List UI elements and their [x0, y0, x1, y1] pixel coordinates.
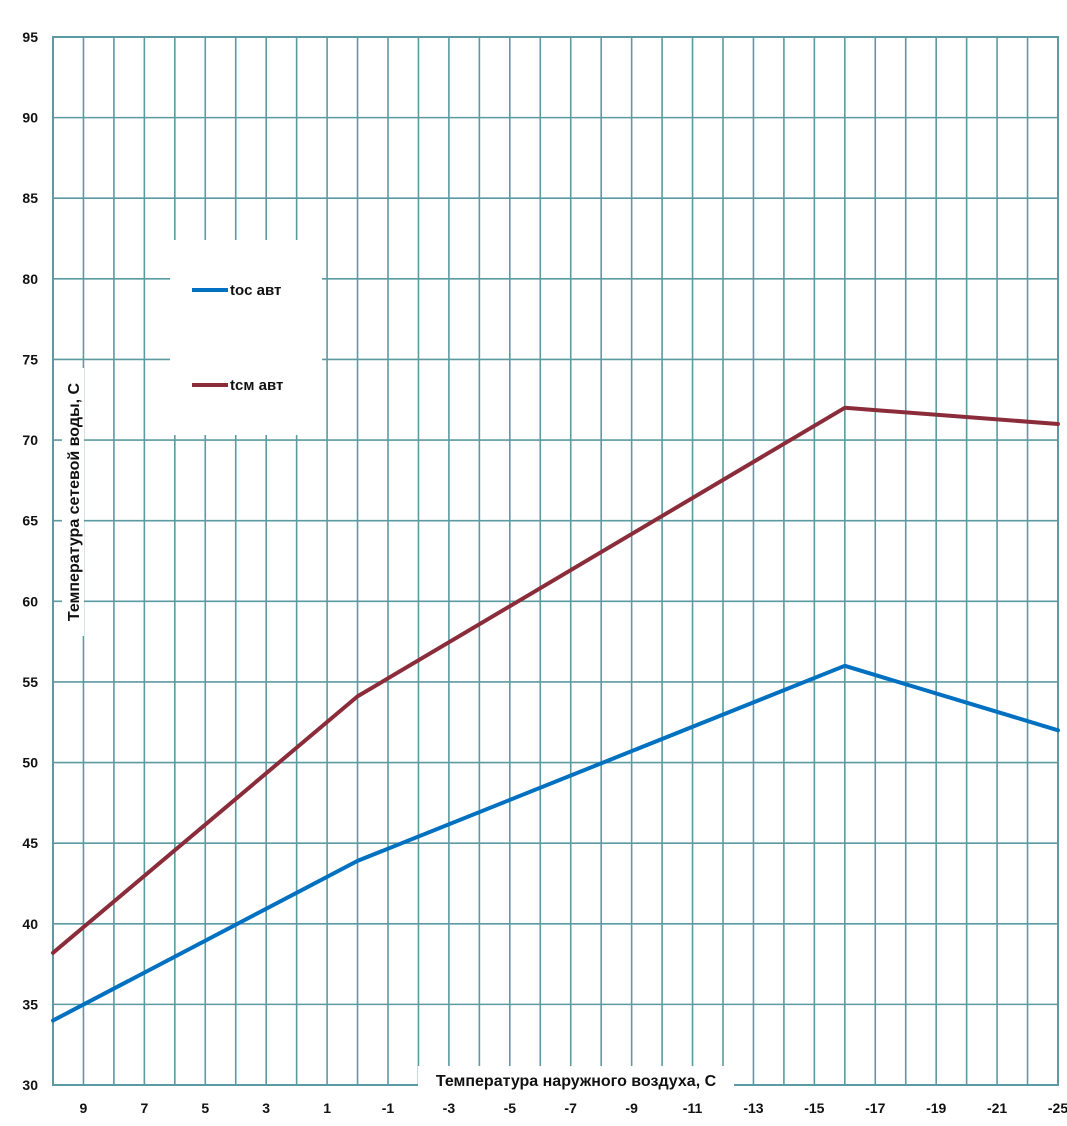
x-axis-title-background: [418, 1066, 734, 1092]
x-tick-label: -1: [382, 1100, 395, 1116]
x-tick-label: -11: [683, 1100, 703, 1116]
grid-layer: [52, 36, 1059, 1086]
y-tick-label: 60: [22, 593, 38, 609]
x-tick-label: -5: [504, 1100, 517, 1116]
y-tick-label: 50: [22, 755, 38, 771]
series-line-2: [51, 405, 1060, 955]
x-tick-label: -15: [804, 1100, 824, 1116]
x-tick-label: 7: [140, 1100, 148, 1116]
y-tick-label: 75: [22, 351, 38, 367]
x-tick-label: 1: [323, 1100, 331, 1116]
x-tick-label: -19: [926, 1100, 946, 1116]
legend-label-1: toc авт: [230, 282, 281, 299]
y-axis-title: Температура сетевой воды, С: [66, 382, 83, 621]
y-tick-label: 70: [22, 432, 38, 448]
y-tick-label: 95: [22, 29, 38, 45]
y-tick-label: 30: [22, 1077, 38, 1093]
legend: toc авт tсм авт: [192, 282, 283, 394]
y-tick-label: 55: [22, 674, 38, 690]
legend-box: [170, 240, 322, 435]
x-tick-label: 5: [201, 1100, 209, 1116]
y-tick-label: 45: [22, 835, 38, 851]
y-tick-label: 90: [22, 110, 38, 126]
x-tick-label: 9: [80, 1100, 88, 1116]
x-tick-label: -9: [625, 1100, 638, 1116]
x-axis-title: Температура наружного воздуха, С: [436, 1073, 717, 1090]
y-tick-label: 65: [22, 513, 38, 529]
legend-label-2: tсм авт: [230, 377, 283, 394]
x-tick-label: -13: [743, 1100, 763, 1116]
x-tick-label: -3: [443, 1100, 456, 1116]
series-line-1: [51, 663, 1060, 1023]
x-tick-label: 3: [262, 1100, 270, 1116]
x-tick-label: -7: [565, 1100, 578, 1116]
x-tick-label: -21: [987, 1100, 1007, 1116]
series-layer: [51, 405, 1060, 1023]
y-tick-label: 85: [22, 190, 38, 206]
y-tick-label: 40: [22, 916, 38, 932]
x-tick-label: -17: [865, 1100, 885, 1116]
y-tick-label: 35: [22, 996, 38, 1012]
y-tick-label: 80: [22, 271, 38, 287]
x-tick-label: -25: [1048, 1100, 1067, 1116]
y-axis-title-background: [62, 368, 84, 636]
